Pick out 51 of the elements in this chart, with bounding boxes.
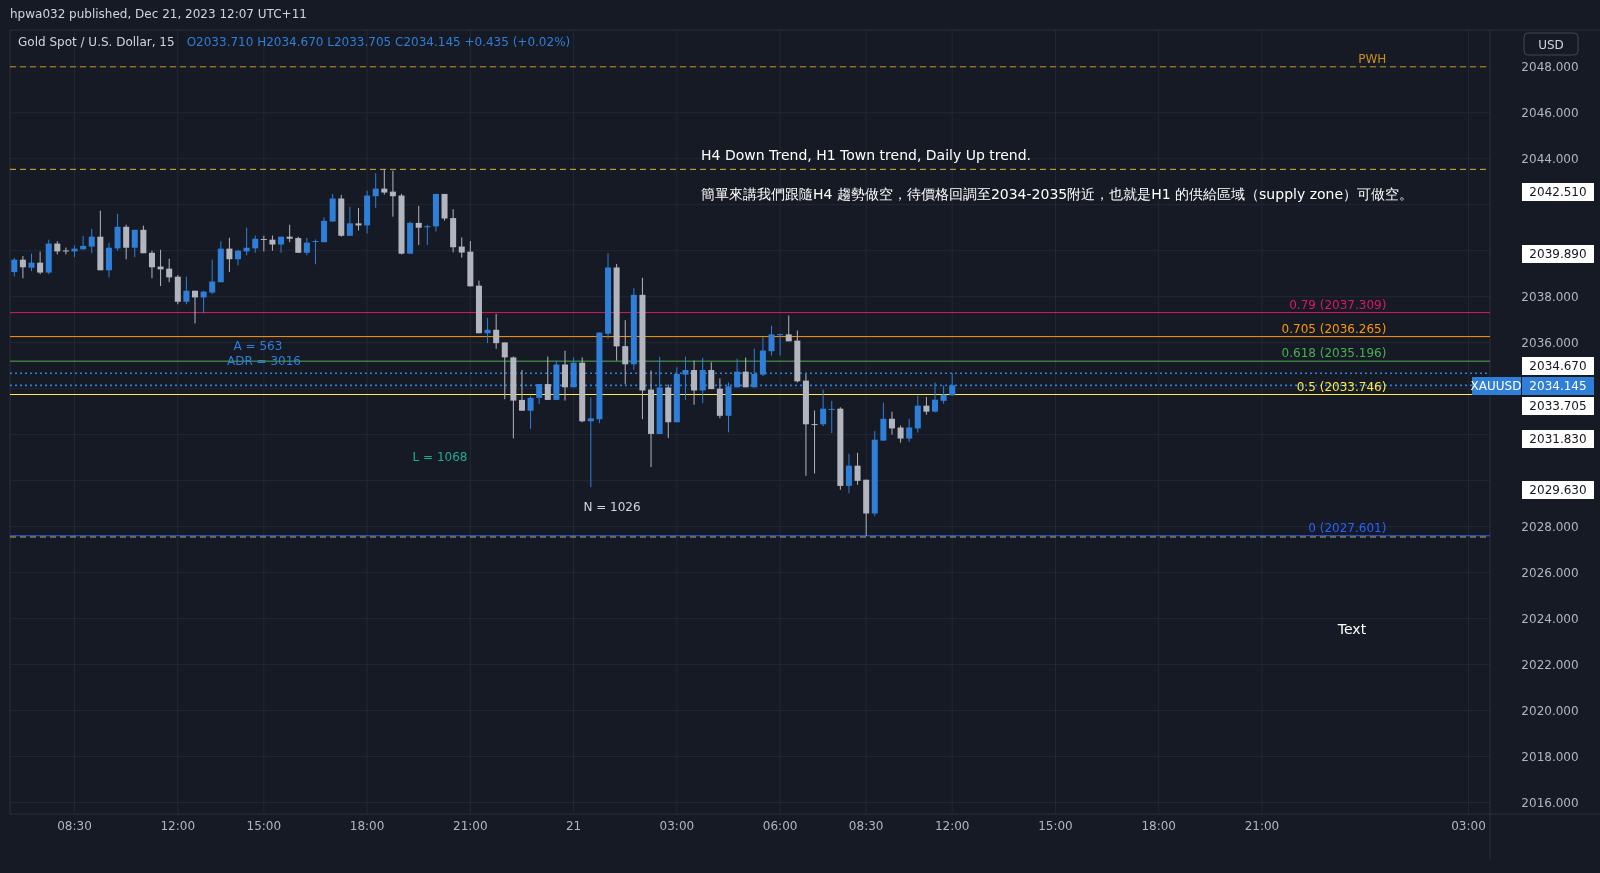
text: 2029.630 — [1529, 483, 1587, 497]
x-tick-label: 18:00 — [1141, 819, 1177, 833]
annotation: Text — [1336, 621, 1367, 637]
text: 2034.145 — [1529, 379, 1587, 393]
y-tick-label: 2044.000 — [1521, 151, 1579, 166]
x-tick-label: 21:00 — [1244, 819, 1280, 833]
y-tick-label: 2022.000 — [1521, 657, 1579, 672]
x-tick-label: 15:00 — [246, 819, 282, 833]
text: 2033.705 — [1529, 399, 1587, 413]
annotation: XAUUSD — [1470, 379, 1522, 393]
text: hpwa032 published, Dec 21, 2023 12:07 UTC+11 — [10, 7, 307, 21]
ref-line-label: 0.618 (2035.196) — [1281, 346, 1387, 361]
annotation: A = 563 — [233, 339, 283, 353]
annotation: 簡單來講我們跟隨H4 趨勢做空，待價格回調至2034-2035附近，也就是H1 的供給區域（supply zone）可做空。 — [701, 186, 1415, 203]
x-tick-label: 03:00 — [1451, 819, 1486, 833]
ref-line-label: 0.79 (2037.309) — [1289, 297, 1387, 312]
x-tick-label: 21:00 — [453, 819, 488, 833]
x-tick-label: 12:00 — [934, 819, 970, 833]
chart-title: Gold Spot / U.S. Dollar, 15 — [18, 35, 175, 49]
y-tick-label: 2020.000 — [1521, 703, 1579, 718]
chart-subtitle: O2033.710 H2034.670 L2033.705 C2034.145 +0.435 (+0.02%) — [186, 35, 571, 49]
annotation: L = 1068 — [412, 450, 468, 464]
y-tick-label: 2024.000 — [1521, 611, 1579, 626]
y-tick-label: 2016.000 — [1521, 795, 1579, 810]
text: USD — [1538, 38, 1564, 52]
y-tick-label: 2038.000 — [1521, 289, 1579, 304]
x-tick-label: 08:30 — [848, 819, 884, 833]
ref-line-label: 0.705 (2036.265) — [1281, 321, 1387, 336]
y-tick-label: 2026.000 — [1521, 565, 1579, 580]
ref-line-label: PWH — [1358, 51, 1387, 66]
y-tick-label: 2018.000 — [1521, 749, 1579, 764]
x-tick-label: 12:00 — [160, 819, 196, 833]
annotation: ADR = 3016 — [226, 354, 302, 368]
y-tick-label: 2048.000 — [1521, 59, 1579, 74]
text: 2034.670 — [1529, 359, 1587, 373]
y-tick-label: 2028.000 — [1521, 519, 1579, 534]
annotation: N = 1026 — [583, 500, 641, 514]
x-tick-label: 03:00 — [659, 819, 695, 833]
x-tick-label: 06:00 — [762, 819, 798, 833]
text: 2042.510 — [1529, 185, 1587, 199]
ref-line-label: 0 (2027.601) — [1308, 520, 1387, 535]
text: 2039.890 — [1529, 247, 1587, 261]
x-tick-label: 21 — [565, 819, 582, 833]
x-tick-label: 15:00 — [1038, 819, 1073, 833]
text: 2031.830 — [1529, 432, 1587, 446]
x-tick-label: 18:00 — [349, 819, 385, 833]
annotation: H4 Down Trend, H1 Town trend, Daily Up trend. — [701, 147, 1032, 163]
x-tick-label: 08:30 — [57, 819, 92, 833]
ref-line-label: 0.5 (2033.746) — [1296, 379, 1387, 394]
y-tick-label: 2046.000 — [1521, 105, 1579, 120]
y-tick-label: 2036.000 — [1521, 335, 1579, 350]
